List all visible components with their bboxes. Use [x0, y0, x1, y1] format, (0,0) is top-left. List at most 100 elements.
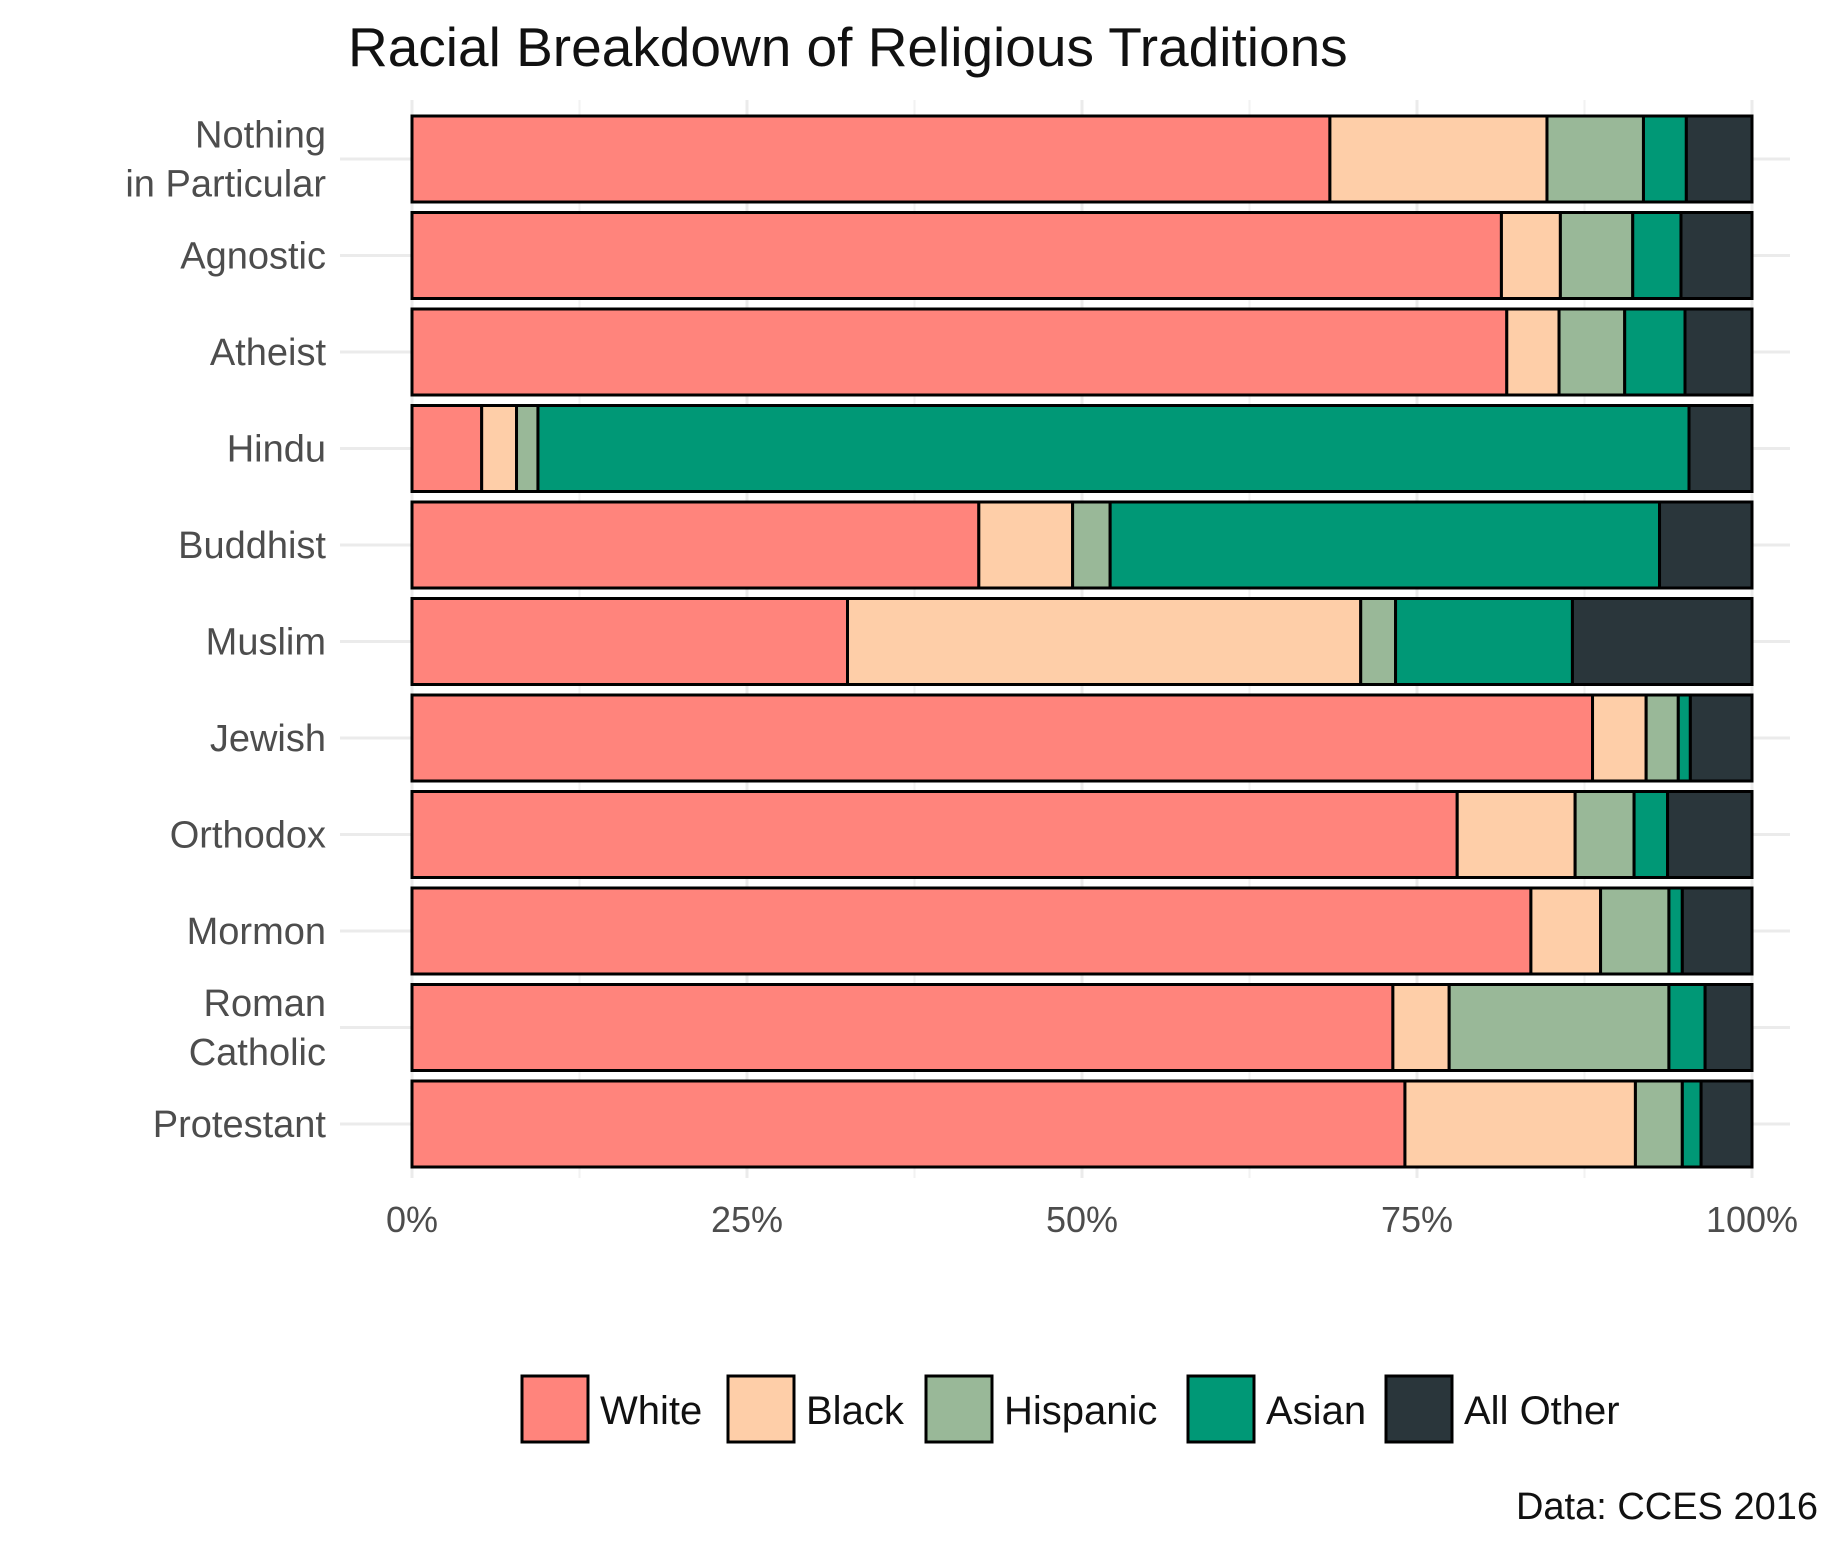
bar-segment-hispanic [1633, 1079, 1684, 1169]
bar-segment-black [1403, 1079, 1637, 1169]
bar-segment-hispanic [1545, 114, 1645, 204]
bar-segment-hispanic [1557, 307, 1627, 397]
bar-segment-asian [1676, 693, 1692, 783]
legend-label: White [600, 1389, 702, 1433]
category-label-line: Hindu [227, 429, 326, 471]
bar-segment-white [410, 211, 1503, 300]
bar-segment-asian [1631, 211, 1683, 300]
legend-swatch [726, 1374, 796, 1444]
bar-segment-asian [1680, 1079, 1703, 1169]
bar-segment-white [410, 693, 1595, 783]
legend-label: All Other [1464, 1389, 1620, 1433]
category-label: Jewish [210, 718, 326, 760]
bar-segment-asian [1667, 983, 1707, 1072]
bar-segment-black [1391, 983, 1451, 1072]
x-axis-tick-labels: 0% 25% 50% 75% 100% [386, 1199, 1798, 1240]
bar-segment-hispanic [1573, 790, 1636, 879]
category-label-line: in Particular [125, 164, 326, 206]
bar-segment-black [1529, 886, 1603, 976]
category-label: Orthodox [170, 815, 326, 857]
category-label-line: Agnostic [180, 236, 326, 278]
bar-segment-black [1499, 211, 1562, 300]
category-label: Hindu [227, 429, 326, 471]
legend: White Black Hispanic Asian All Other [520, 1374, 1620, 1444]
category-label-line: Buddhist [178, 525, 326, 567]
bar-segment-asian [1394, 597, 1574, 686]
category-label: Buddhist [178, 525, 326, 567]
category-label-line: Mormon [187, 911, 326, 953]
bar-segment-asian [536, 404, 1691, 493]
bar-segment-white [410, 1079, 1407, 1169]
bar-segment-all-other [1570, 597, 1754, 686]
category-label: Agnostic [180, 236, 326, 278]
bar-segment-asian [1108, 500, 1662, 590]
legend-swatch [520, 1374, 590, 1444]
bar-segment-hispanic [1599, 886, 1671, 976]
bar-segment-all-other [1683, 307, 1754, 397]
bar-segment-all-other [1658, 500, 1754, 590]
x-tick-label: 75% [1381, 1199, 1453, 1240]
legend-label: Asian [1266, 1389, 1366, 1433]
category-label: Nothing in Particular [125, 115, 326, 206]
bar-segment-all-other [1684, 114, 1754, 204]
bar-segment-all-other [1699, 1079, 1754, 1169]
chart-title: Racial Breakdown of Religious Traditions [348, 16, 1348, 78]
bar-segment-all-other [1680, 886, 1754, 976]
x-tick-label: 0% [386, 1199, 438, 1240]
bar-segment-black [480, 404, 519, 493]
category-label: Mormon [187, 911, 326, 953]
bar-segment-all-other [1666, 790, 1754, 879]
category-label-line: Nothing [195, 115, 326, 157]
category-label: Protestant [153, 1104, 327, 1146]
bar-segment-black [1505, 307, 1561, 397]
bars [410, 114, 1754, 1169]
bar-segment-all-other [1688, 693, 1754, 783]
bar-segment-asian [1641, 114, 1688, 204]
x-tick-label: 50% [1046, 1199, 1118, 1240]
category-label-line: Muslim [206, 622, 326, 664]
category-labels: Nothing in Particular Agnostic Atheist Hindu… [125, 115, 326, 1147]
bar-segment-hispanic [1447, 983, 1671, 1072]
bar-segment-asian [1667, 886, 1684, 976]
category-label-line: Jewish [210, 718, 326, 760]
bar-segment-hispanic [1071, 500, 1112, 590]
bar-segment-black [977, 500, 1075, 590]
category-label: Roman Catholic [189, 983, 326, 1074]
category-label-line: Protestant [153, 1104, 327, 1146]
bar-segment-white [410, 983, 1395, 1072]
legend-swatch [924, 1374, 994, 1444]
bar-segment-white [410, 597, 849, 686]
category-label-line: Catholic [189, 1032, 326, 1074]
category-label-line: Orthodox [170, 815, 326, 857]
x-tick-label: 100% [1706, 1199, 1798, 1240]
bar-segment-all-other [1679, 211, 1754, 300]
bar-segment-white [410, 307, 1509, 397]
bar-segment-all-other [1703, 983, 1754, 1072]
bar-segment-white [410, 114, 1332, 204]
bar-segment-hispanic [1359, 597, 1398, 686]
bar-segment-asian [1632, 790, 1670, 879]
bar-segment-white [410, 886, 1533, 976]
bar-segment-hispanic [515, 404, 540, 493]
x-tick-label: 25% [711, 1199, 783, 1240]
bar-segment-black [1328, 114, 1549, 204]
bar-segment-white [410, 404, 484, 493]
bar-segment-hispanic [1558, 211, 1635, 300]
legend-swatch [1186, 1374, 1256, 1444]
legend-label: Hispanic [1004, 1389, 1157, 1433]
legend-label: Black [806, 1389, 905, 1433]
chart-caption: Data: CCES 2016 [1516, 1486, 1818, 1528]
bar-segment-white [410, 500, 981, 590]
bar-segment-white [410, 790, 1459, 879]
bar-segment-black [846, 597, 1363, 686]
bar-segment-hispanic [1644, 693, 1680, 783]
category-label-line: Roman [204, 983, 327, 1025]
legend-swatch [1384, 1374, 1454, 1444]
category-label: Atheist [210, 332, 327, 374]
bar-segment-all-other [1687, 404, 1754, 493]
bar-segment-black [1591, 693, 1648, 783]
category-label: Muslim [206, 622, 326, 664]
bar-segment-black [1455, 790, 1577, 879]
